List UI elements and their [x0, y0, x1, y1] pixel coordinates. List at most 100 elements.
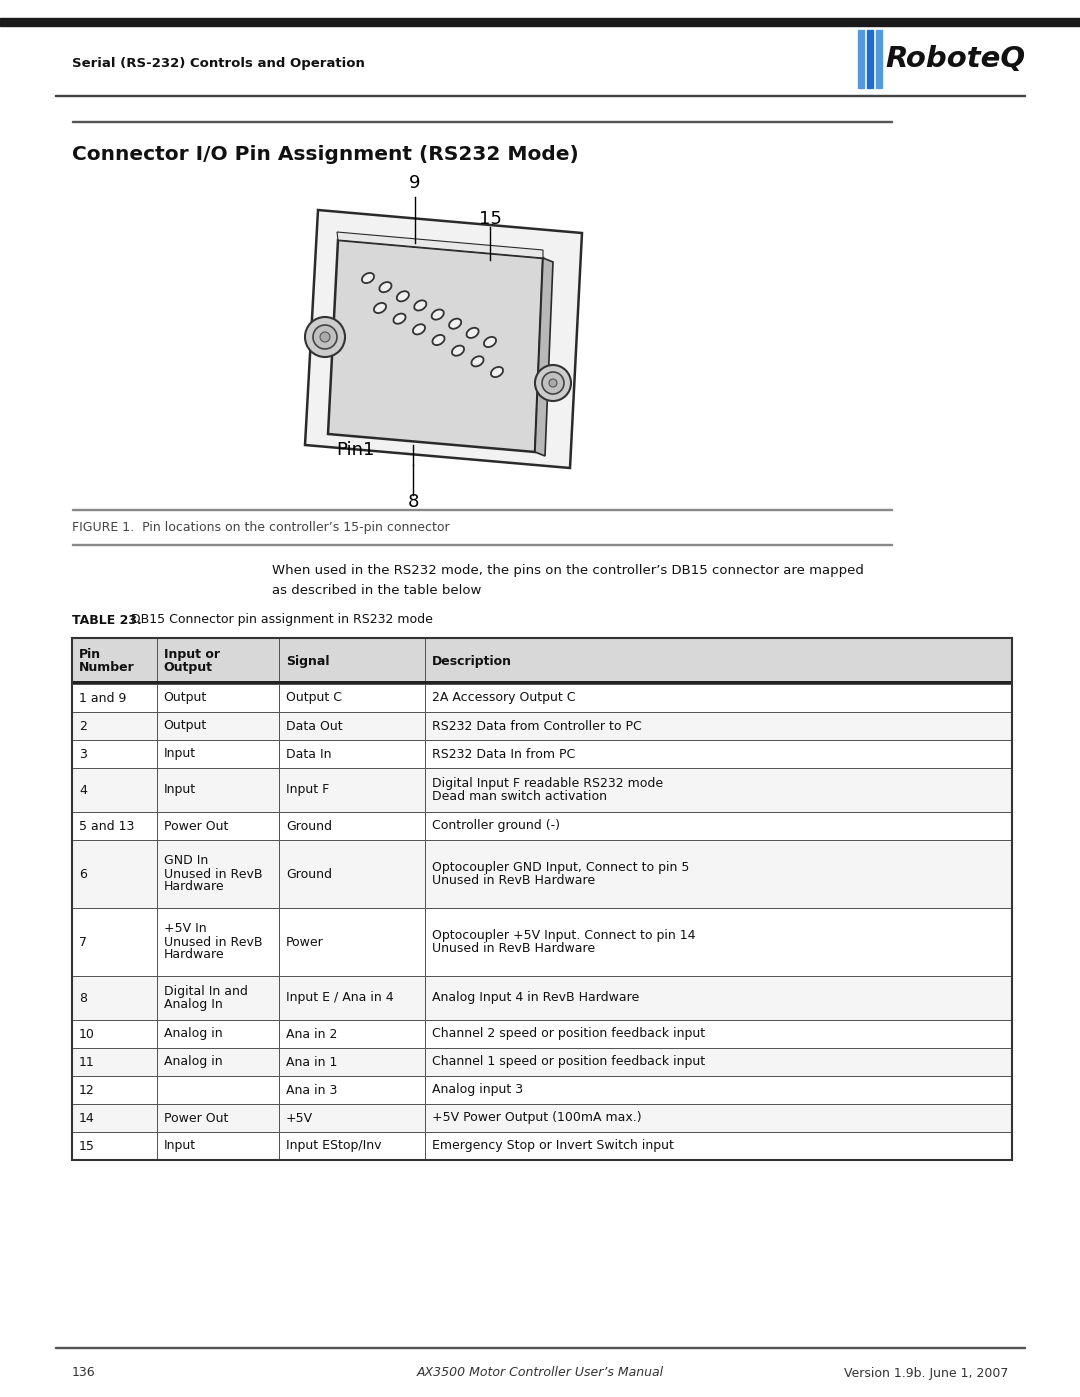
Text: Unused in RevB Hardware: Unused in RevB Hardware — [432, 942, 595, 956]
Text: 2A Accessory Output C: 2A Accessory Output C — [432, 692, 575, 704]
Circle shape — [535, 365, 571, 401]
Bar — [72, 1048, 1012, 1076]
Polygon shape — [305, 210, 582, 468]
Text: Data Out: Data Out — [286, 719, 342, 732]
Bar — [279, 840, 424, 908]
Bar — [279, 638, 424, 685]
Text: GND In: GND In — [163, 855, 207, 868]
Bar — [72, 120, 892, 122]
Ellipse shape — [451, 345, 464, 356]
Ellipse shape — [379, 282, 391, 292]
Bar — [424, 1132, 1012, 1160]
Text: Output: Output — [163, 661, 213, 673]
Text: Optocoupler +5V Input. Connect to pin 14: Optocoupler +5V Input. Connect to pin 14 — [432, 929, 696, 942]
Bar — [72, 685, 1012, 712]
Bar — [55, 1347, 1025, 1348]
Bar — [157, 1132, 279, 1160]
Bar — [424, 1048, 1012, 1076]
Bar — [424, 712, 1012, 740]
Ellipse shape — [472, 356, 484, 366]
Text: Output: Output — [163, 719, 207, 732]
Bar — [157, 712, 279, 740]
Text: Digital In and: Digital In and — [163, 985, 247, 997]
Text: Ana in 2: Ana in 2 — [286, 1028, 337, 1041]
Text: Data In: Data In — [286, 747, 332, 760]
Ellipse shape — [393, 313, 406, 324]
Text: 5 and 13: 5 and 13 — [79, 820, 134, 833]
Text: Input: Input — [163, 747, 195, 760]
Text: Dead man switch activation: Dead man switch activation — [432, 789, 607, 803]
Text: Power: Power — [286, 936, 324, 949]
Text: Analog in: Analog in — [163, 1056, 222, 1069]
Bar — [157, 685, 279, 712]
Bar — [72, 977, 157, 1020]
Polygon shape — [535, 258, 553, 455]
Bar — [279, 812, 424, 840]
Ellipse shape — [374, 303, 386, 313]
Bar — [876, 29, 882, 88]
Text: Ana in 3: Ana in 3 — [286, 1084, 337, 1097]
Bar — [72, 712, 157, 740]
Text: RS232 Data In from PC: RS232 Data In from PC — [432, 747, 575, 760]
Text: Ana in 1: Ana in 1 — [286, 1056, 337, 1069]
Bar — [72, 1132, 1012, 1160]
Text: Analog input 3: Analog input 3 — [432, 1084, 523, 1097]
Bar — [55, 95, 1025, 96]
Bar — [72, 1104, 1012, 1132]
Ellipse shape — [467, 328, 478, 338]
Text: RoboteQ: RoboteQ — [885, 45, 1025, 73]
Text: 3: 3 — [79, 747, 86, 760]
Text: 9: 9 — [409, 175, 421, 191]
Bar — [0, 18, 1080, 27]
Text: Pin1: Pin1 — [337, 441, 375, 460]
Text: Signal: Signal — [286, 655, 329, 668]
Bar — [867, 29, 873, 88]
Text: 6: 6 — [79, 868, 86, 880]
Bar — [279, 1132, 424, 1160]
Text: Hardware: Hardware — [163, 949, 225, 961]
Text: Input EStop/Inv: Input EStop/Inv — [286, 1140, 381, 1153]
Text: TABLE 23.: TABLE 23. — [72, 613, 141, 626]
Text: Input or: Input or — [163, 648, 219, 661]
Bar — [72, 908, 1012, 977]
Bar — [279, 977, 424, 1020]
Bar — [72, 638, 1012, 685]
Bar — [72, 638, 157, 685]
Bar — [279, 712, 424, 740]
Text: 2: 2 — [79, 719, 86, 732]
Text: 7: 7 — [79, 936, 87, 949]
Text: Version 1.9b. June 1, 2007: Version 1.9b. June 1, 2007 — [843, 1366, 1008, 1379]
Text: Connector I/O Pin Assignment (RS232 Mode): Connector I/O Pin Assignment (RS232 Mode… — [72, 144, 579, 163]
Bar — [72, 740, 1012, 768]
Bar — [424, 1020, 1012, 1048]
Ellipse shape — [449, 319, 461, 328]
Bar — [157, 740, 279, 768]
Bar — [157, 1104, 279, 1132]
Ellipse shape — [415, 300, 427, 310]
Text: Analog In: Analog In — [163, 997, 222, 1011]
Text: 136: 136 — [72, 1366, 96, 1379]
Bar — [424, 1104, 1012, 1132]
Text: When used in the RS232 mode, the pins on the controller’s DB15 connector are map: When used in the RS232 mode, the pins on… — [272, 564, 864, 577]
Text: Hardware: Hardware — [163, 880, 225, 894]
Bar — [72, 1076, 1012, 1104]
Bar — [424, 840, 1012, 908]
Bar — [72, 1020, 1012, 1048]
Ellipse shape — [396, 291, 409, 302]
Bar — [72, 812, 157, 840]
Text: 8: 8 — [407, 493, 419, 511]
Text: Power Out: Power Out — [163, 820, 228, 833]
Bar — [72, 1020, 157, 1048]
Bar — [72, 840, 157, 908]
Text: Ground: Ground — [286, 820, 332, 833]
Text: Optocoupler GND Input, Connect to pin 5: Optocoupler GND Input, Connect to pin 5 — [432, 861, 689, 875]
Bar — [424, 812, 1012, 840]
Bar — [279, 1076, 424, 1104]
Text: 11: 11 — [79, 1056, 95, 1069]
Bar — [72, 908, 157, 977]
Bar — [424, 768, 1012, 812]
Text: Input: Input — [163, 784, 195, 796]
Text: 15: 15 — [478, 210, 501, 228]
Text: Emergency Stop or Invert Switch input: Emergency Stop or Invert Switch input — [432, 1140, 673, 1153]
Bar — [72, 680, 1012, 683]
